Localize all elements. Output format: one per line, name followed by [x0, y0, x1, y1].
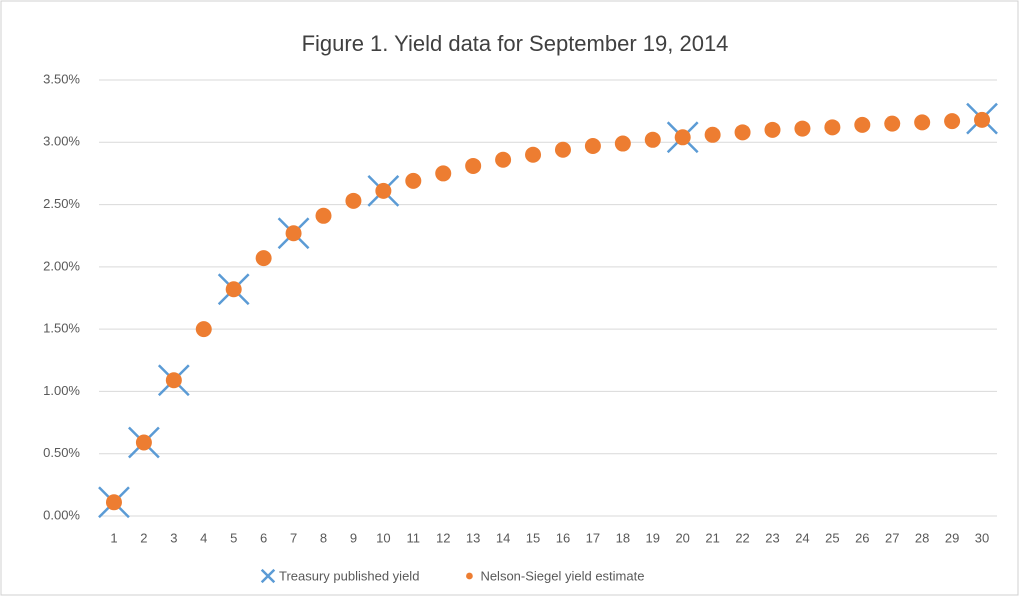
x-tick-label: 18 — [616, 530, 630, 545]
chart-title: Figure 1. Yield data for September 19, 2… — [302, 31, 729, 56]
circle-marker — [345, 192, 362, 209]
circle-marker — [405, 172, 422, 189]
circle-marker — [135, 434, 152, 451]
x-tick-label: 6 — [260, 530, 267, 545]
circle-marker — [794, 120, 811, 137]
y-tick-label: 2.50% — [43, 196, 80, 211]
circle-marker — [584, 138, 601, 155]
x-tick-label: 27 — [885, 530, 899, 545]
legend-label: Treasury published yield — [279, 568, 419, 583]
x-tick-label: 26 — [855, 530, 869, 545]
y-tick-label: 1.50% — [43, 321, 80, 336]
x-tick-label: 11 — [407, 530, 421, 545]
x-tick-label: 30 — [975, 530, 989, 545]
circle-marker — [704, 126, 721, 143]
circle-marker — [195, 321, 212, 338]
x-tick-label: 4 — [200, 530, 207, 545]
x-tick-label: 3 — [170, 530, 177, 545]
x-tick-label: 10 — [376, 530, 390, 545]
x-tick-label: 7 — [290, 530, 297, 545]
circle-marker — [435, 165, 452, 182]
circle-marker — [315, 207, 332, 224]
circle-marker — [465, 157, 482, 174]
circle-marker — [854, 116, 871, 133]
circle-marker — [375, 182, 392, 199]
y-tick-label: 2.00% — [43, 258, 80, 273]
x-tick-label: 5 — [230, 530, 237, 545]
circle-marker — [734, 124, 751, 141]
x-tick-label: 16 — [556, 530, 570, 545]
y-tick-label: 1.00% — [43, 383, 80, 398]
x-tick-label: 24 — [795, 530, 809, 545]
x-tick-label: 14 — [496, 530, 510, 545]
circle-marker — [105, 494, 122, 511]
circle-marker — [554, 141, 571, 158]
x-tick-label: 29 — [945, 530, 959, 545]
x-tick-label: 25 — [825, 530, 839, 545]
legend-marker — [466, 572, 473, 580]
x-tick-label: 1 — [110, 530, 117, 545]
y-tick-label: 0.50% — [43, 445, 80, 460]
x-tick-label: 2 — [140, 530, 147, 545]
circle-marker — [944, 113, 961, 130]
circle-marker — [674, 129, 691, 146]
circle-marker — [824, 119, 841, 136]
y-tick-label: 0.00% — [43, 507, 80, 522]
legend-marker — [260, 568, 276, 584]
circle-marker — [644, 131, 661, 148]
y-tick-label: 3.50% — [43, 71, 80, 86]
circle-marker — [255, 250, 272, 267]
x-tick-label: 17 — [586, 530, 600, 545]
x-tick-label: 15 — [526, 530, 540, 545]
x-tick-label: 22 — [735, 530, 749, 545]
circle-marker — [495, 151, 512, 168]
x-tick-label: 28 — [915, 530, 929, 545]
x-tick-label: 8 — [320, 530, 327, 545]
x-tick-label: 23 — [765, 530, 779, 545]
legend-label: Nelson-Siegel yield estimate — [480, 568, 644, 583]
y-tick-label: 3.00% — [43, 134, 80, 149]
circle-marker — [614, 135, 631, 152]
x-tick-label: 13 — [466, 530, 480, 545]
circle-marker — [285, 225, 302, 242]
circle-marker — [914, 114, 931, 131]
x-tick-label: 9 — [350, 530, 357, 545]
x-tick-label: 12 — [436, 530, 450, 545]
circle-marker — [525, 146, 542, 163]
circle-marker — [764, 121, 781, 138]
x-tick-label: 19 — [646, 530, 660, 545]
circle-marker — [225, 281, 242, 298]
circle-marker — [165, 372, 182, 389]
circle-marker — [974, 111, 991, 128]
circle-marker — [884, 115, 901, 132]
x-tick-label: 20 — [675, 530, 689, 545]
x-tick-label: 21 — [705, 530, 719, 545]
